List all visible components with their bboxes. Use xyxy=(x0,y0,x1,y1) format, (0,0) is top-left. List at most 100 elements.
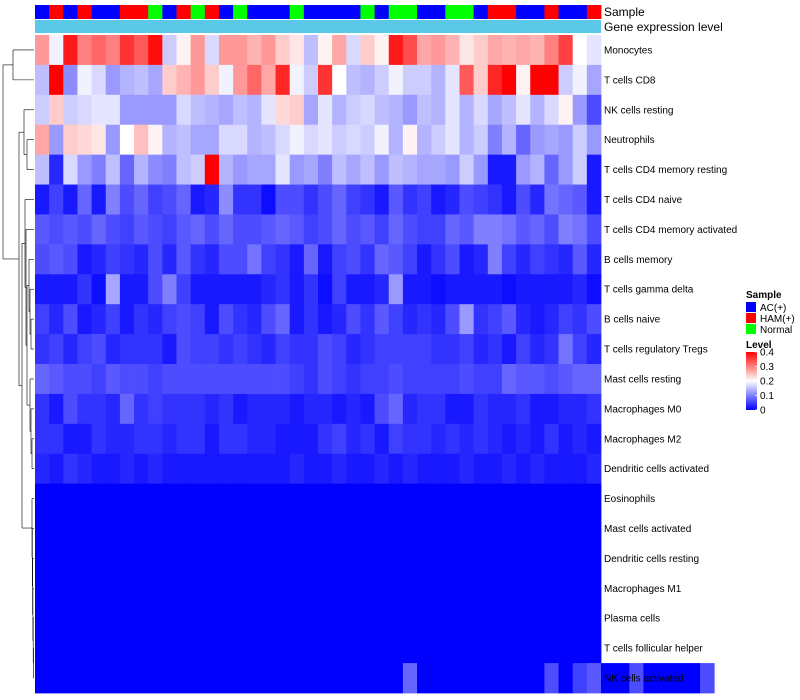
heatmap-cell xyxy=(247,573,262,604)
heatmap-cell xyxy=(417,274,432,305)
heatmap-cell xyxy=(346,334,361,365)
heatmap-cell xyxy=(303,663,319,694)
heatmap-cell xyxy=(303,214,319,245)
heatmap-cell xyxy=(35,304,50,335)
sample-legend: Sample AC(+)HAM(+)Normal xyxy=(746,290,795,336)
heatmap-cell xyxy=(360,214,375,245)
heatmap-cell xyxy=(346,663,361,694)
heatmap-cell xyxy=(318,364,333,395)
heatmap-cell xyxy=(417,94,432,126)
heatmap-cell xyxy=(303,244,319,275)
heatmap-cell xyxy=(289,334,305,365)
heatmap-cell xyxy=(544,453,559,485)
heatmap-cell xyxy=(586,423,602,455)
heatmap-cell xyxy=(473,274,489,305)
heatmap-cell xyxy=(374,214,390,245)
heatmap-cell xyxy=(487,94,503,126)
heatmap-cell xyxy=(360,94,375,126)
level-legend-title: Level xyxy=(746,340,772,351)
sample-annotation-cell xyxy=(459,5,475,19)
heatmap-cell xyxy=(530,633,545,664)
heatmap-cell xyxy=(261,64,276,96)
heatmap-cell xyxy=(417,453,432,485)
heatmap-cell xyxy=(204,94,220,126)
heatmap-cell xyxy=(473,304,489,335)
heatmap-cell xyxy=(176,244,192,275)
heatmap-cell xyxy=(388,184,404,215)
heatmap-cell xyxy=(473,483,489,514)
heatmap-cell xyxy=(501,513,517,544)
heatmap-cell xyxy=(49,573,64,604)
heatmap-cell xyxy=(63,393,78,425)
heatmap-cell xyxy=(233,154,248,185)
heatmap-cell xyxy=(233,423,248,455)
heatmap-cell xyxy=(487,423,503,455)
heatmap-cell xyxy=(289,124,305,156)
sample-annotation-cell xyxy=(190,5,206,19)
heatmap-cell xyxy=(261,423,276,455)
sample-annotation-cell xyxy=(218,5,234,19)
heatmap-cell xyxy=(275,184,291,215)
row-label: Macrophages M0 xyxy=(604,404,682,415)
heatmap-cell xyxy=(473,513,489,544)
row-label: T cells follicular helper xyxy=(604,644,703,655)
heatmap-cell xyxy=(134,154,149,185)
sample-annotation-cell xyxy=(303,5,319,19)
heatmap-cell xyxy=(487,274,503,305)
heatmap-cell xyxy=(275,423,291,455)
heatmap-cell xyxy=(431,334,446,365)
sample-annotation-cell xyxy=(431,5,446,19)
heatmap-cell xyxy=(77,64,92,96)
heatmap-cell xyxy=(360,334,375,365)
heatmap-cell xyxy=(473,64,489,96)
heatmap-cell xyxy=(360,663,375,694)
heatmap-cell xyxy=(91,154,107,185)
heatmap-cell xyxy=(218,603,234,634)
heatmap-cell xyxy=(318,64,333,96)
heatmap-cell xyxy=(516,94,531,126)
heatmap-cell xyxy=(572,64,588,96)
heatmap-cell xyxy=(572,274,588,305)
sample-annotation-cell xyxy=(544,5,559,19)
heatmap-cell xyxy=(402,423,418,455)
heatmap-cell xyxy=(261,94,276,126)
heatmap-cell xyxy=(544,184,559,215)
heatmap-cell xyxy=(63,184,78,215)
heatmap-cell xyxy=(77,274,92,305)
heatmap-cell xyxy=(119,663,135,694)
heatmap-cell xyxy=(148,573,163,604)
heatmap-cell xyxy=(473,124,489,156)
heatmap-cell xyxy=(162,633,177,664)
heatmap-cell xyxy=(530,543,545,574)
heatmap-cell xyxy=(148,663,163,694)
heatmap-cell xyxy=(558,423,574,455)
heatmap-cell xyxy=(360,633,375,664)
heatmap-cell xyxy=(176,393,192,425)
heatmap-cell xyxy=(148,453,163,485)
heatmap-cell xyxy=(459,35,475,66)
heatmap-cell xyxy=(63,274,78,305)
heatmap-cell xyxy=(544,364,559,395)
sample-annotation-cell xyxy=(402,5,418,19)
heatmap-cell xyxy=(318,663,333,694)
heatmap-cell xyxy=(402,94,418,126)
heatmap-cell xyxy=(233,483,248,514)
heatmap-cell xyxy=(388,154,404,185)
heatmap-cell xyxy=(360,274,375,305)
heatmap-cell xyxy=(445,633,460,664)
heatmap-cell xyxy=(402,603,418,634)
heatmap-cell xyxy=(516,334,531,365)
heatmap-cell xyxy=(49,453,64,485)
heatmap-cell xyxy=(218,274,234,305)
heatmap-cell xyxy=(233,244,248,275)
heatmap-cell xyxy=(275,244,291,275)
heatmap-cell xyxy=(218,154,234,185)
heatmap-cell xyxy=(134,334,149,365)
heatmap-cell xyxy=(162,64,177,96)
heatmap-cell xyxy=(586,304,602,335)
heatmap-cell xyxy=(49,94,64,126)
heatmap-cell xyxy=(35,244,50,275)
heatmap-cell xyxy=(417,393,432,425)
heatmap-cell xyxy=(176,154,192,185)
heatmap-cell xyxy=(303,124,319,156)
